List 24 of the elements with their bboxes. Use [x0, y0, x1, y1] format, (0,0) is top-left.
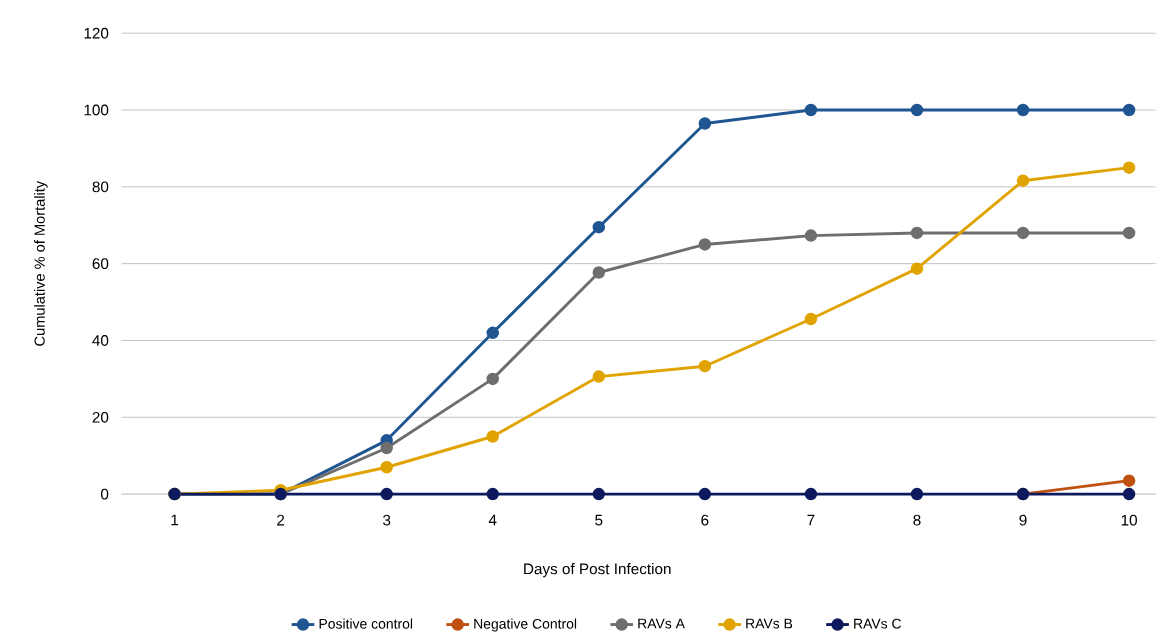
y-tick-label: 60	[92, 258, 109, 270]
x-tick-label: 1	[171, 514, 179, 526]
y-tick-label: 120	[84, 28, 109, 39]
x-tick-label: 8	[913, 514, 921, 526]
y-tick-label: 0	[100, 488, 109, 500]
y-tick-label: 20	[92, 412, 109, 423]
x-tick-label: 5	[595, 514, 603, 526]
legend-label: Negative Control	[474, 618, 577, 632]
y-tick-label: 100	[84, 104, 109, 116]
y-axis-title: Cumulative % of Mortality	[34, 181, 48, 346]
y-tick-label: 40	[92, 335, 109, 347]
x-tick-label: 7	[807, 514, 815, 526]
x-tick-label: 9	[1019, 514, 1027, 526]
x-tick-label: 3	[383, 514, 391, 526]
legend-label: RAVs C	[854, 618, 902, 629]
legend-label: Positive control	[319, 618, 413, 629]
legend-label: RAVs A	[638, 618, 685, 629]
x-tick-label: 10	[1121, 514, 1137, 526]
x-tick-label: 6	[701, 514, 709, 526]
x-axis-title: Days of Post Infection	[524, 563, 671, 578]
x-tick-label: 2	[277, 514, 285, 526]
y-tick-label: 80	[92, 181, 109, 193]
legend-label: RAVs B	[746, 618, 793, 629]
x-tick-label: 4	[488, 514, 497, 526]
